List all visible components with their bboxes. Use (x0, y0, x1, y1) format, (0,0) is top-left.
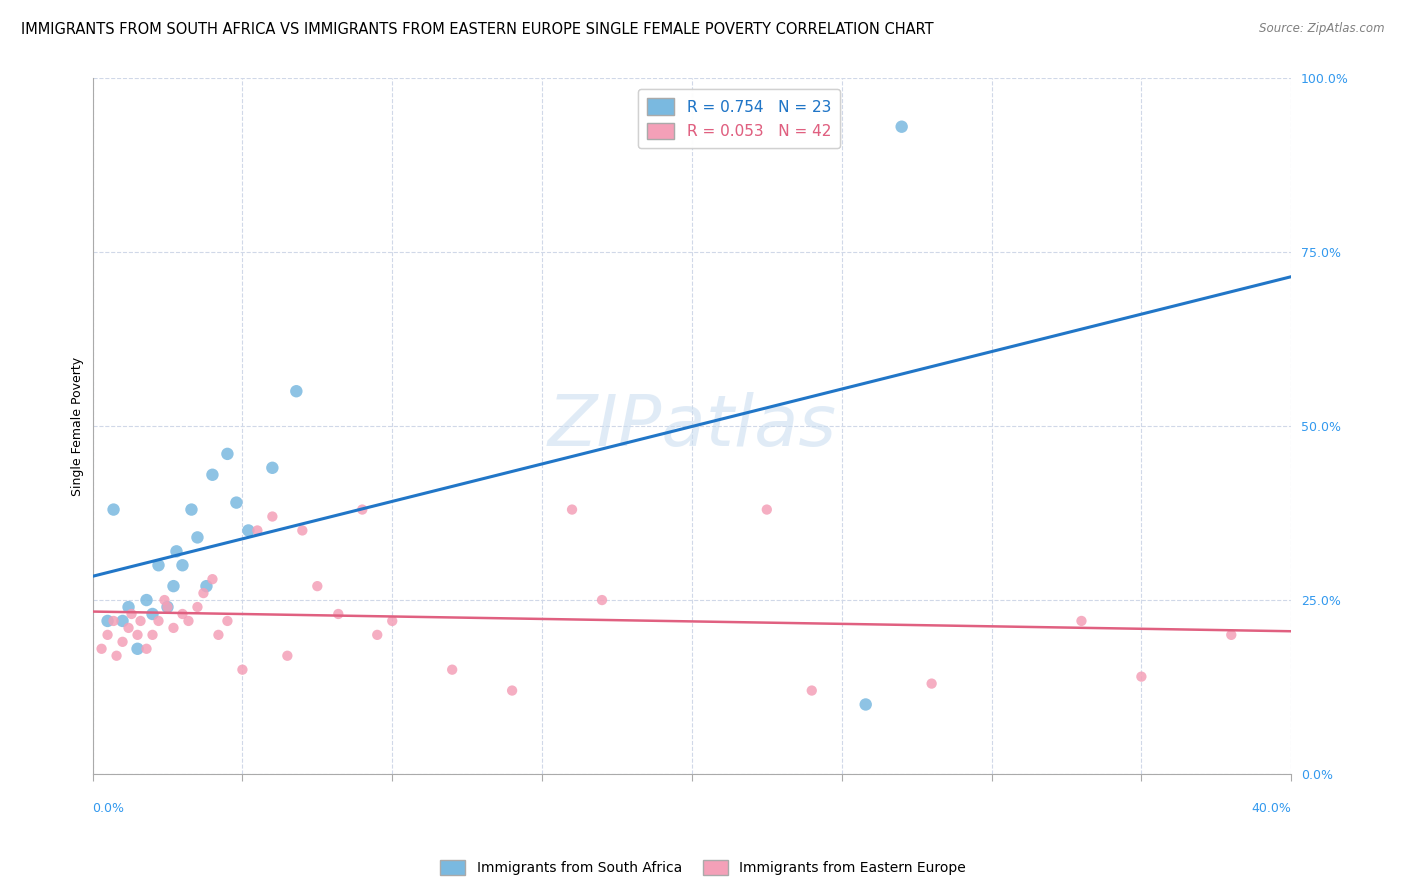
Point (217, 447, 239, 461)
Point (129, 614, 152, 628)
Point (121, 607, 143, 621)
Point (246, 524, 269, 538)
Point (366, 628, 388, 642)
Point (262, 509, 284, 524)
Text: 0.0%: 0.0% (93, 802, 125, 815)
Point (231, 663, 253, 677)
Point (162, 621, 184, 635)
Point (117, 600, 139, 615)
Point (217, 614, 239, 628)
Y-axis label: Single Female Poverty: Single Female Poverty (72, 357, 84, 496)
Point (591, 593, 613, 607)
Point (148, 614, 170, 628)
Legend: Immigrants from South Africa, Immigrants from Eastern Europe: Immigrants from South Africa, Immigrants… (434, 855, 972, 880)
Point (285, 384, 308, 399)
Point (921, 676, 943, 690)
Point (441, 663, 464, 677)
Point (755, 502, 778, 516)
Point (148, 558, 170, 573)
Point (262, 460, 284, 475)
Point (501, 683, 523, 698)
Point (135, 641, 157, 656)
Text: ZIPatlas: ZIPatlas (547, 392, 837, 460)
Point (328, 607, 350, 621)
Point (195, 579, 218, 593)
Point (307, 579, 329, 593)
Point (890, 120, 912, 134)
Point (201, 467, 224, 482)
Text: IMMIGRANTS FROM SOUTH AFRICA VS IMMIGRANTS FROM EASTERN EUROPE SINGLE FEMALE POV: IMMIGRANTS FROM SOUTH AFRICA VS IMMIGRAN… (21, 22, 934, 37)
Point (1070, 614, 1092, 628)
Point (381, 614, 404, 628)
Point (225, 495, 247, 509)
Point (111, 614, 134, 628)
Point (855, 698, 877, 712)
Point (172, 558, 194, 573)
Point (105, 648, 128, 663)
Point (186, 530, 208, 544)
Point (103, 502, 125, 516)
Point (90, 641, 112, 656)
Point (103, 614, 125, 628)
Point (193, 586, 215, 600)
Point (180, 502, 202, 516)
Point (135, 593, 157, 607)
Point (96, 614, 118, 628)
Point (276, 648, 298, 663)
Point (111, 635, 134, 649)
Legend: R = 0.754   N = 23, R = 0.053   N = 42: R = 0.754 N = 23, R = 0.053 N = 42 (638, 89, 839, 148)
Point (561, 502, 583, 516)
Text: Source: ZipAtlas.com: Source: ZipAtlas.com (1260, 22, 1385, 36)
Point (166, 544, 188, 558)
Point (127, 628, 149, 642)
Point (177, 614, 200, 628)
Point (156, 600, 179, 615)
Point (96, 628, 118, 642)
Point (141, 607, 163, 621)
Point (127, 641, 149, 656)
Point (162, 579, 184, 593)
Point (1130, 670, 1153, 684)
Point (800, 683, 823, 698)
Point (117, 621, 139, 635)
Text: 40.0%: 40.0% (1251, 802, 1291, 815)
Point (238, 524, 260, 538)
Point (172, 607, 194, 621)
Point (201, 572, 224, 586)
Point (1220, 628, 1243, 642)
Point (153, 593, 176, 607)
Point (291, 524, 314, 538)
Point (186, 600, 208, 615)
Point (352, 502, 374, 516)
Point (141, 628, 163, 642)
Point (156, 600, 179, 615)
Point (207, 628, 229, 642)
